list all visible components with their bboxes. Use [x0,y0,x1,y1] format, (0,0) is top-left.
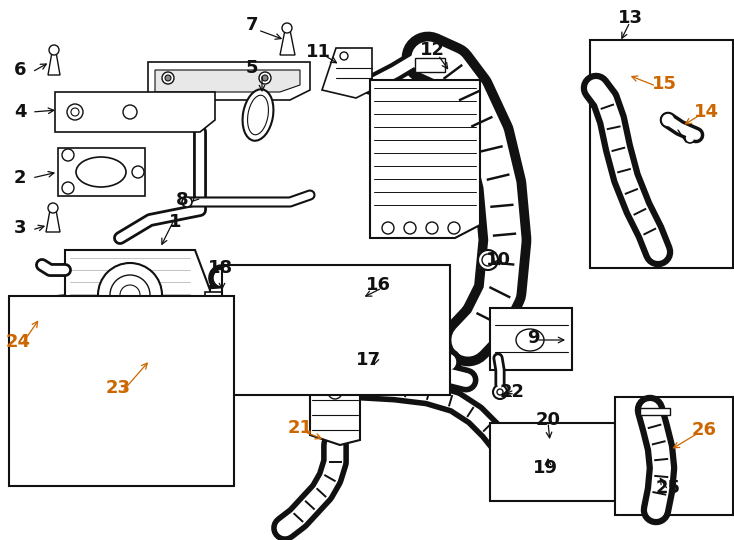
Circle shape [162,72,174,84]
Text: 3: 3 [14,219,26,237]
Circle shape [610,64,626,80]
Polygon shape [322,48,372,98]
Text: 14: 14 [694,103,719,121]
Circle shape [67,104,83,120]
Text: 23: 23 [106,379,131,397]
Circle shape [110,275,150,315]
Ellipse shape [76,157,126,187]
Bar [490,423,615,501]
Circle shape [426,222,438,234]
Circle shape [685,133,695,143]
Polygon shape [55,92,215,132]
Circle shape [37,310,53,326]
Text: 5: 5 [246,59,258,77]
Circle shape [614,68,622,76]
Polygon shape [490,308,572,370]
Polygon shape [65,250,210,345]
Bar [222,265,450,395]
Text: 2: 2 [14,169,26,187]
Polygon shape [370,80,480,238]
Circle shape [448,222,460,234]
Text: 21: 21 [288,419,313,437]
Circle shape [71,108,79,116]
Text: 15: 15 [652,75,677,93]
Polygon shape [48,52,60,75]
Text: 26: 26 [691,421,716,439]
Bar [590,40,733,268]
Text: 7: 7 [246,16,258,34]
Text: 6: 6 [14,61,26,79]
Text: 20: 20 [536,411,561,429]
Bar [9,296,234,486]
Circle shape [123,105,137,119]
Circle shape [120,285,140,305]
Circle shape [31,304,59,332]
Text: 16: 16 [366,276,390,294]
Text: 18: 18 [208,259,233,277]
Circle shape [382,222,394,234]
Circle shape [62,149,74,161]
Text: 11: 11 [305,43,330,61]
Polygon shape [148,62,310,100]
Circle shape [216,304,228,316]
Text: 19: 19 [532,459,558,477]
Ellipse shape [242,89,274,141]
Circle shape [328,385,342,399]
Ellipse shape [247,95,269,135]
Polygon shape [155,70,300,92]
Circle shape [49,45,59,55]
Text: 22: 22 [500,383,525,401]
Circle shape [165,75,171,81]
Bar [615,397,733,515]
Text: 8: 8 [175,191,189,209]
Circle shape [98,263,162,327]
Circle shape [259,72,271,84]
Text: 25: 25 [655,479,680,497]
Circle shape [364,362,376,374]
Text: 12: 12 [420,41,445,59]
Text: 1: 1 [169,213,181,231]
Circle shape [548,446,556,454]
Ellipse shape [516,329,544,351]
Text: 24: 24 [5,333,31,351]
Polygon shape [640,408,670,415]
Text: 17: 17 [355,351,380,369]
Polygon shape [205,292,240,328]
Text: 9: 9 [527,329,539,347]
Circle shape [62,182,74,194]
Circle shape [182,197,192,207]
Circle shape [262,75,268,81]
Polygon shape [415,58,445,72]
Polygon shape [58,148,145,196]
Circle shape [282,23,292,33]
Text: 10: 10 [485,251,511,269]
Text: 4: 4 [14,103,26,121]
Circle shape [132,166,144,178]
Polygon shape [280,30,295,55]
Polygon shape [310,388,360,445]
Circle shape [497,389,503,395]
Circle shape [482,254,494,266]
Circle shape [493,385,507,399]
Circle shape [340,52,348,60]
Circle shape [359,357,381,379]
Circle shape [404,222,416,234]
Circle shape [544,442,560,458]
Polygon shape [46,210,60,232]
Polygon shape [28,312,62,324]
Circle shape [661,113,675,127]
Text: 13: 13 [617,9,642,27]
Circle shape [478,250,498,270]
Circle shape [48,203,58,213]
